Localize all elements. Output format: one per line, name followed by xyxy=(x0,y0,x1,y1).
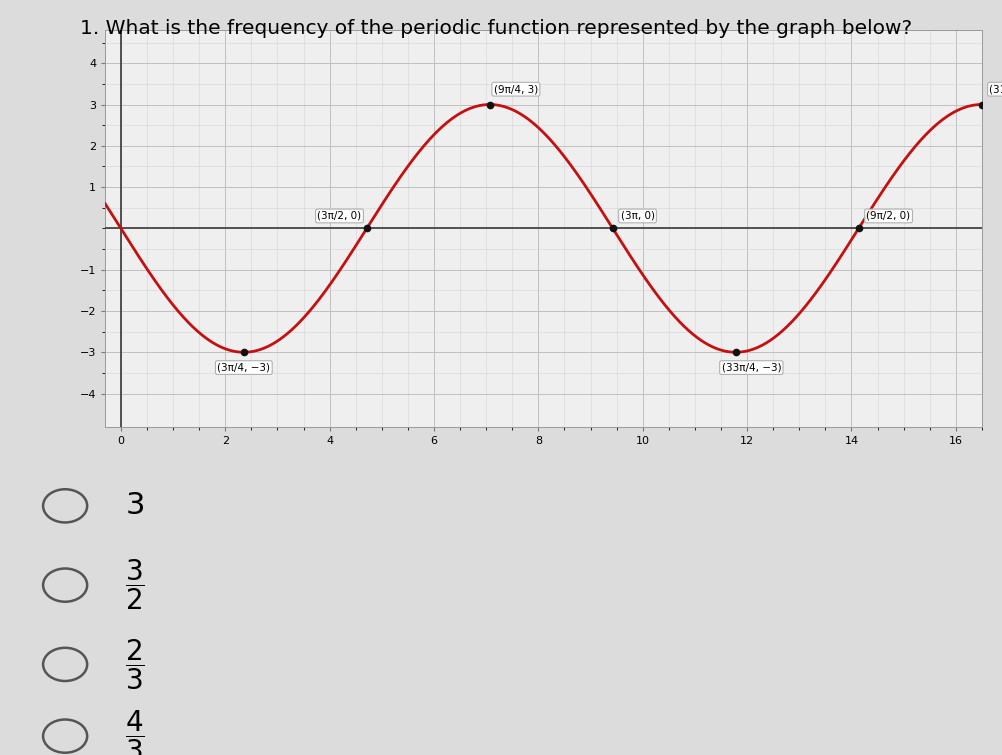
Text: (9π/4, 3): (9π/4, 3) xyxy=(494,85,538,94)
Text: 3: 3 xyxy=(125,492,144,520)
Text: (31π/4, 3): (31π/4, 3) xyxy=(989,85,1002,94)
Text: (3π, 0): (3π, 0) xyxy=(620,211,654,221)
Text: $\dfrac{3}{2}$: $\dfrac{3}{2}$ xyxy=(125,558,145,612)
Text: (3π/2, 0): (3π/2, 0) xyxy=(318,211,362,221)
Text: (9π/2, 0): (9π/2, 0) xyxy=(867,211,911,221)
Text: 1. What is the frequency of the periodic function represented by the graph below: 1. What is the frequency of the periodic… xyxy=(80,19,912,38)
Text: (3π/4, −3): (3π/4, −3) xyxy=(217,362,271,372)
Text: $\dfrac{4}{3}$: $\dfrac{4}{3}$ xyxy=(125,709,145,755)
Text: (33π/4, −3): (33π/4, −3) xyxy=(721,362,782,372)
Text: $\dfrac{2}{3}$: $\dfrac{2}{3}$ xyxy=(125,637,145,692)
